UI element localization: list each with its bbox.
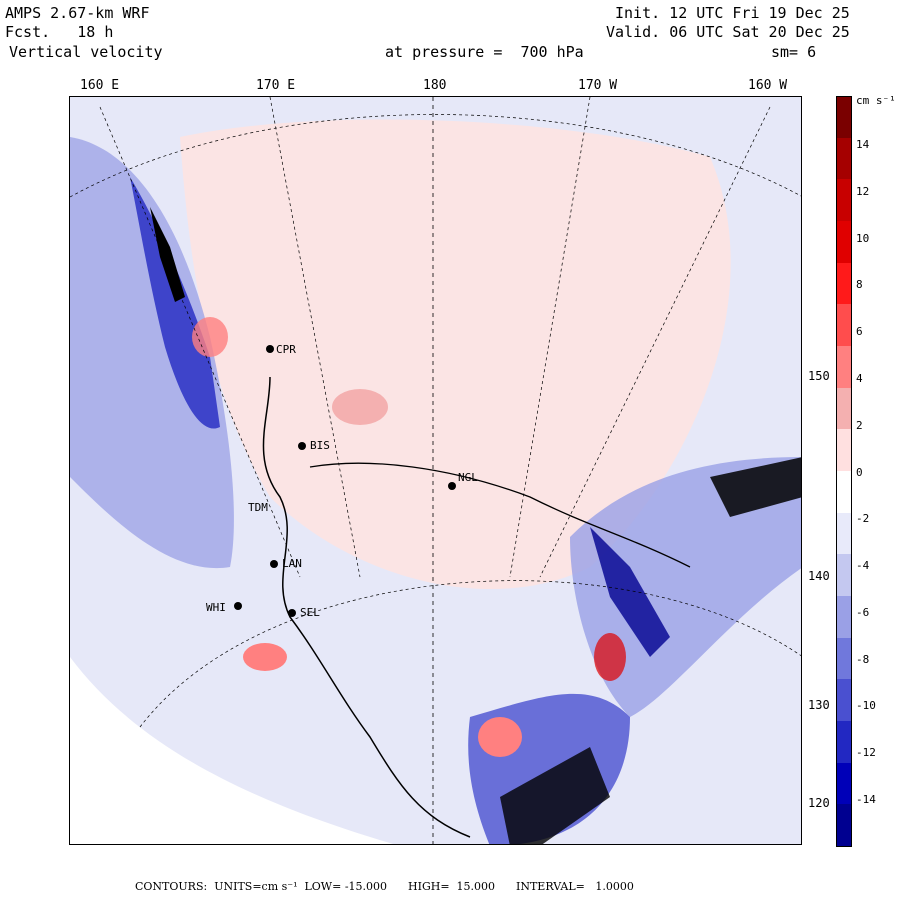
station-dot-whi	[234, 602, 242, 610]
station-dot-bis	[298, 442, 306, 450]
field-name: Vertical velocity	[9, 43, 163, 61]
station-dot-sel	[288, 609, 296, 617]
meridian-160e	[99, 106, 301, 578]
west-mountain-field	[70, 137, 234, 569]
colorbar-tick-label: 14	[856, 138, 870, 151]
colorbar-tick-label: -14	[856, 793, 876, 806]
coastline	[262, 376, 471, 838]
updraft-patch-5	[192, 317, 228, 357]
pressure-level: at pressure = 700 hPa	[385, 43, 584, 61]
valid-time: Valid. 06 UTC Sat 20 Dec 25	[606, 23, 850, 41]
updraft-patch-3	[478, 717, 522, 757]
colorbar-swatch	[836, 471, 852, 513]
colorbar-tick-label: -12	[856, 746, 876, 760]
colorbar-swatch	[836, 137, 852, 180]
station-label-bis: BIS	[310, 439, 330, 452]
colorbar-tick-label: 4	[856, 371, 863, 385]
colorbar-tick-label: 12	[856, 184, 870, 198]
colorbar-swatch	[836, 387, 852, 430]
contour-info: CONTOURS: UNITS=cm s⁻¹ LOW= -15.000 HIGH…	[135, 880, 634, 893]
colorbar-tick-label: -4	[856, 559, 870, 573]
updraft-patch-1	[243, 643, 287, 671]
vertical-velocity-map: CPR BIS NGL TDM LAN WHI SEL	[69, 96, 802, 845]
station-label-lan: LAN	[282, 557, 302, 570]
map-canvas	[70, 97, 801, 844]
east-dark-ridge	[710, 457, 801, 517]
forecast-hour: Fcst. 18 h	[5, 23, 114, 41]
station-dot-ngl	[448, 482, 456, 490]
station-dot-lan	[270, 560, 278, 568]
colorbar-tick-label: 10	[856, 231, 870, 245]
colorbar-swatch	[836, 429, 852, 472]
colorbar-swatch	[836, 762, 852, 805]
ice-shelf-region	[180, 119, 731, 590]
station-dot-cpr	[266, 345, 274, 353]
east-mountain-core	[590, 527, 670, 657]
lon-label-160w: 160 W	[748, 78, 788, 93]
colorbar-swatch	[836, 554, 852, 597]
station-label-cpr: CPR	[276, 343, 296, 356]
colorbar-tick-label: -2	[856, 512, 870, 526]
smoothing-value: sm= 6	[771, 43, 817, 61]
colorbar-tick-label: -6	[856, 605, 870, 619]
parallel-inner	[139, 580, 801, 728]
lon-label-160e: 160 E	[80, 78, 120, 93]
colorbar-tick-label: 0	[856, 465, 863, 479]
init-time: Init. 12 UTC Fri 19 Dec 25	[615, 4, 850, 22]
colorbar-tick-label: -8	[856, 652, 870, 666]
white-margin	[70, 657, 394, 844]
station-label-ngl: NGL	[458, 471, 478, 484]
east-mountain-field	[570, 457, 801, 717]
colorbar-swatch	[836, 221, 852, 263]
colorbar-swatch	[836, 304, 852, 347]
colorbar-swatch	[836, 262, 852, 305]
colorbar-swatch	[836, 596, 852, 638]
colorbar-swatch	[836, 96, 852, 139]
station-label-sel: SEL	[300, 606, 320, 619]
updraft-patch-2	[332, 389, 388, 425]
colorbar-swatch	[836, 804, 852, 848]
lon-label-180: 180	[423, 78, 447, 93]
model-title: AMPS 2.67-km WRF	[5, 4, 150, 22]
colorbar-tick-label: 2	[856, 418, 863, 432]
south-dark-ridge	[500, 747, 610, 844]
grounding-line	[309, 462, 691, 568]
parallel-outer	[70, 114, 801, 198]
colorbar-units: cm s⁻¹	[856, 94, 896, 107]
colorbar-swatch	[836, 346, 852, 388]
west-mountain-dark	[150, 207, 185, 302]
west-mountain-core	[130, 177, 220, 429]
colorbar-swatch	[836, 721, 852, 763]
updraft-patch-4	[594, 633, 626, 681]
colorbar-swatch	[836, 637, 852, 680]
lon-label-170e: 170 E	[256, 78, 296, 93]
colorbar-swatch	[836, 179, 852, 222]
colorbar-tick-label: -10	[856, 699, 876, 713]
station-label-whi: WHI	[206, 601, 226, 614]
colorbar-swatch	[836, 512, 852, 555]
colorbar-tick-label: 8	[856, 278, 863, 292]
colorbar-swatch	[836, 679, 852, 722]
colorbar-tick-label: 6	[856, 325, 863, 339]
station-label-tdm: TDM	[248, 501, 268, 514]
lon-label-170w: 170 W	[578, 78, 618, 93]
